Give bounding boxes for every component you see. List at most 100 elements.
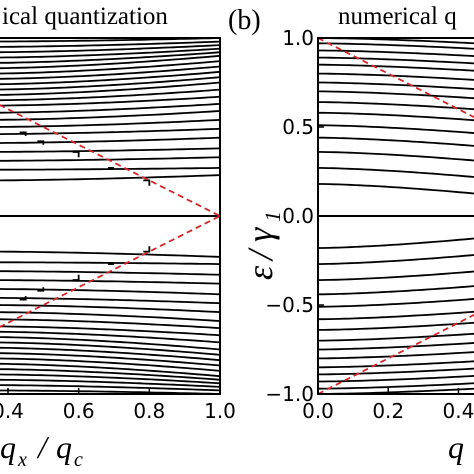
panel-a: 0.4 0.6 0.8 1.0 bbox=[0, 37, 236, 423]
ylabel-epsilon: ε bbox=[240, 265, 280, 280]
panel-a-upper-curve-6 bbox=[0, 119, 221, 128]
panel-b-upper-curve-10 bbox=[317, 124, 474, 134]
panel-a-lower-curve-20 bbox=[0, 384, 221, 392]
panel-a-kink-upper-4 bbox=[19, 131, 27, 136]
panel-b-upper-curve-2 bbox=[318, 49, 474, 57]
panel-a-upper-curve-19 bbox=[0, 44, 221, 54]
panel-a-xlabel-q2: q bbox=[56, 429, 72, 465]
panel-a-kink-lower-2 bbox=[72, 274, 80, 281]
panel-b-xtick-label-0: 0.0 bbox=[302, 399, 334, 423]
panel-b-lower-curve-12 bbox=[317, 270, 474, 281]
panel-a-upper-curve-16 bbox=[0, 54, 221, 70]
panel-a-dashed-line-0 bbox=[0, 104, 221, 217]
panel-a-title: ical quantization bbox=[2, 3, 168, 30]
panel-a-dashed-line-1 bbox=[0, 215, 221, 328]
panel-a-lower-curve-13 bbox=[0, 346, 221, 362]
panel-a-upper-curve-5 bbox=[0, 127, 221, 135]
panel-a-kink-upper-3 bbox=[37, 140, 45, 145]
panel-a-kink-upper-0 bbox=[143, 179, 151, 186]
panel-b-upper-curve-1 bbox=[317, 42, 474, 50]
panel-a-lower-curve-8 bbox=[0, 318, 221, 329]
ylabel-gamma: γ bbox=[240, 227, 280, 242]
panel-b-ytick-label-0: 1.0 bbox=[282, 26, 314, 50]
panel-b-ytick-label-3: −0.5 bbox=[265, 293, 314, 317]
panel-b-tag: (b) bbox=[228, 5, 261, 36]
panel-a-kink-lower-0 bbox=[143, 246, 151, 253]
panel-a-xtick-label-0: 0.4 bbox=[0, 399, 24, 423]
panel-a-lower-curve-1 bbox=[0, 261, 221, 265]
panel-a-xlabel-sub-c: c bbox=[74, 449, 83, 471]
panel-a-upper-curve-17 bbox=[0, 51, 221, 64]
panel-a-lower-curve-11 bbox=[0, 336, 221, 351]
panel-a-lower-curve-9 bbox=[0, 325, 221, 337]
panel-b-upper-curve-9 bbox=[318, 111, 474, 122]
panel-a-upper-curve-9 bbox=[0, 95, 221, 107]
panel-b-lower-curve-9 bbox=[318, 310, 474, 321]
panel-a-lower-curve-18 bbox=[0, 373, 221, 385]
panel-b-xlabel-q: q bbox=[448, 429, 464, 465]
panel-a-upper-curve-11 bbox=[0, 81, 221, 96]
panel-a-upper-curve-8 bbox=[0, 103, 221, 114]
panel-a-xlabel-q: q bbox=[0, 429, 16, 465]
panel-a-kink-lower-3 bbox=[37, 287, 45, 292]
panel-a-lower-curve-5 bbox=[0, 297, 221, 305]
panel-a-xtick-label-3: 1.0 bbox=[204, 399, 236, 423]
panel-a-lower-curve-16 bbox=[0, 362, 221, 378]
panel-a-lower-curve-17 bbox=[0, 368, 221, 381]
panel-b-upper-curve-4 bbox=[318, 63, 474, 72]
panel-b: 1.00.50.0−0.5−1.00.0 0.2 0.4 bbox=[265, 26, 474, 423]
panel-b-lower-curve-8 bbox=[318, 321, 474, 331]
panel-b-ytick-label-1: 0.5 bbox=[282, 115, 314, 139]
panel-a-upper-curve-2 bbox=[0, 156, 221, 162]
panel-a-lower-curve-14 bbox=[0, 352, 221, 367]
panel-b-ytick-label-4: −1.0 bbox=[265, 382, 314, 406]
panel-b-upper-curve-12 bbox=[317, 151, 474, 162]
panel-a-upper-curve-4 bbox=[0, 136, 221, 144]
panel-a-upper-curve-20 bbox=[0, 40, 221, 48]
panel-b-upper-curve-11 bbox=[318, 136, 474, 147]
panel-a-kink-lower-4 bbox=[19, 296, 27, 301]
panel-b-upper-curve-7 bbox=[318, 90, 474, 100]
panel-a-xlabel-slash: / bbox=[36, 429, 50, 465]
panel-a-kink-upper-2 bbox=[72, 151, 80, 158]
panel-b-upper-curve-3 bbox=[318, 56, 474, 65]
panel-a-xtick-label-2: 0.8 bbox=[133, 399, 165, 423]
panel-a-lower-curve-4 bbox=[0, 288, 221, 296]
panel-a-upper-curve-10 bbox=[0, 88, 221, 102]
panel-b-upper-curve-8 bbox=[318, 101, 474, 111]
panel-a-lower-curve-10 bbox=[0, 330, 221, 344]
panel-a-xlabel-sub-x: x bbox=[17, 449, 27, 471]
panel-b-ylabel: ε / γ 1 bbox=[240, 211, 285, 280]
panel-a-upper-curve-0 bbox=[0, 174, 221, 182]
panel-a-upper-curve-14 bbox=[0, 65, 221, 80]
panel-b-upper-curve-13 bbox=[317, 167, 474, 178]
panel-a-xtick-label-1: 0.6 bbox=[63, 399, 95, 423]
panel-b-lower-curve-11 bbox=[318, 285, 474, 296]
ylabel-sub-1: 1 bbox=[260, 211, 285, 222]
panel-b-upper-curve-6 bbox=[318, 81, 474, 90]
panel-b-lower-curve-14 bbox=[318, 237, 474, 249]
panel-b-title: numerical q bbox=[338, 3, 457, 30]
panel-b-lower-curve-6 bbox=[318, 342, 474, 351]
panel-a-upper-curve-18 bbox=[0, 47, 221, 59]
panel-b-xtick-label-2: 0.4 bbox=[443, 399, 474, 423]
panel-a-lower-curve-6 bbox=[0, 304, 221, 313]
panel-a-lower-curve-19 bbox=[0, 378, 221, 388]
panel-a-upper-curve-13 bbox=[0, 70, 221, 86]
panel-b-lower-curve-5 bbox=[318, 351, 474, 360]
panel-b-lower-curve-13 bbox=[317, 254, 474, 265]
panel-a-upper-curve-1 bbox=[0, 167, 221, 171]
panel-a-upper-curve-15 bbox=[0, 60, 221, 75]
panel-b-lower-curve-2 bbox=[318, 375, 474, 383]
panel-a-upper-curve-3 bbox=[0, 147, 221, 153]
panel-a-lower-curve-12 bbox=[0, 341, 221, 356]
panel-b-lower-curve-1 bbox=[317, 382, 474, 390]
panel-b-lower-curve-7 bbox=[318, 332, 474, 342]
panel-a-lower-curve-2 bbox=[0, 270, 221, 276]
panel-a-lower-curve-15 bbox=[0, 357, 221, 372]
panel-b-lower-curve-4 bbox=[318, 360, 474, 369]
panel-b-xtick-label-1: 0.2 bbox=[372, 399, 404, 423]
panel-a-lower-curve-3 bbox=[0, 279, 221, 285]
panel-b-lower-curve-3 bbox=[318, 367, 474, 376]
